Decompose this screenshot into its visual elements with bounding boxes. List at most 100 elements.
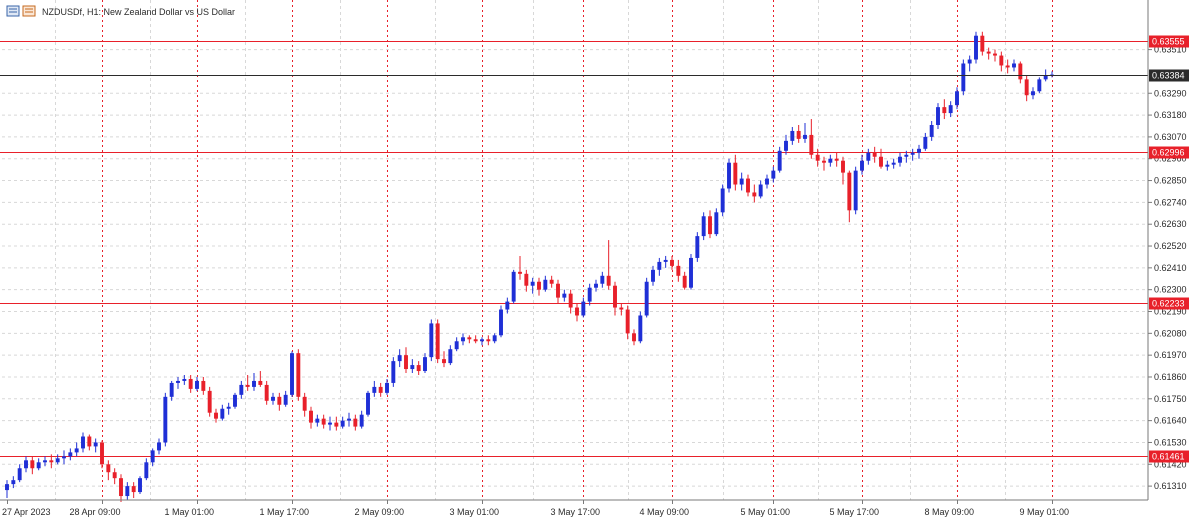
candle-body bbox=[93, 442, 98, 447]
level-label: 0.62233 bbox=[1152, 299, 1185, 309]
candle bbox=[81, 432, 85, 453]
price-tick-label: 0.61310 bbox=[1154, 481, 1187, 491]
chart-window-icon[interactable] bbox=[6, 5, 20, 17]
candle-body bbox=[929, 125, 934, 137]
candle-body bbox=[632, 333, 636, 342]
candle-body bbox=[575, 307, 579, 316]
candle bbox=[1012, 59, 1016, 72]
candle bbox=[670, 255, 674, 270]
time-tick-label: 1 May 17:00 bbox=[260, 507, 310, 517]
candle-body bbox=[24, 460, 28, 469]
candle-body bbox=[752, 192, 757, 197]
candle bbox=[163, 392, 168, 447]
candle-body bbox=[49, 460, 54, 463]
candle-body bbox=[176, 380, 180, 383]
candle-body bbox=[758, 184, 763, 197]
candle bbox=[809, 119, 814, 159]
candle bbox=[651, 265, 655, 286]
candle-body bbox=[524, 273, 529, 286]
level-label: 0.62996 bbox=[1152, 148, 1185, 158]
candle-body bbox=[207, 390, 212, 413]
candle bbox=[815, 148, 820, 167]
time-tick-label: 2 May 09:00 bbox=[355, 507, 405, 517]
candle-body bbox=[429, 323, 434, 358]
candle-body bbox=[169, 382, 174, 397]
candle-body bbox=[271, 396, 275, 401]
candle bbox=[150, 448, 155, 467]
candle-body bbox=[5, 484, 9, 491]
price-tick-label: 0.61530 bbox=[1154, 437, 1187, 447]
candle bbox=[480, 337, 484, 346]
candle-body bbox=[777, 150, 782, 171]
candle-body bbox=[974, 35, 978, 60]
price-tick-label: 0.61860 bbox=[1154, 372, 1187, 382]
candle bbox=[87, 434, 92, 451]
candle-body bbox=[670, 259, 674, 266]
time-tick-label: 8 May 09:00 bbox=[925, 507, 975, 517]
candle bbox=[695, 232, 700, 262]
candle bbox=[195, 376, 199, 391]
chart-list-icon[interactable] bbox=[22, 5, 36, 17]
candle bbox=[201, 376, 206, 395]
candle-body bbox=[771, 170, 776, 179]
candle-body bbox=[144, 462, 149, 479]
time-tick-label: 9 May 01:00 bbox=[1020, 507, 1070, 517]
candle bbox=[942, 99, 947, 120]
candle-body bbox=[910, 152, 915, 155]
candle bbox=[43, 456, 47, 467]
candle-body bbox=[492, 335, 497, 342]
candle bbox=[936, 103, 940, 129]
candle-body bbox=[765, 178, 769, 185]
candle-body bbox=[695, 236, 700, 258]
candle bbox=[860, 154, 864, 175]
candle bbox=[220, 404, 225, 421]
candle-body bbox=[473, 339, 478, 342]
price-tick-label: 0.61420 bbox=[1154, 459, 1187, 469]
candle-body bbox=[562, 293, 567, 298]
candle-body bbox=[277, 396, 282, 405]
price-tick-label: 0.61640 bbox=[1154, 416, 1187, 426]
candle-body bbox=[81, 436, 85, 449]
candle-body bbox=[549, 279, 554, 284]
candle-body bbox=[416, 365, 421, 372]
candle-body bbox=[600, 275, 605, 284]
candle bbox=[771, 166, 776, 183]
candle-body bbox=[442, 359, 446, 364]
candle bbox=[106, 460, 111, 481]
candle bbox=[372, 380, 377, 397]
candle-body bbox=[796, 130, 801, 139]
candle bbox=[663, 255, 668, 268]
candle bbox=[188, 375, 193, 393]
time-tick-label: 5 May 17:00 bbox=[830, 507, 880, 517]
candle bbox=[765, 174, 769, 189]
candle bbox=[119, 474, 123, 502]
candle bbox=[144, 458, 149, 481]
candle-body bbox=[746, 178, 750, 193]
price-tick-label: 0.63070 bbox=[1154, 132, 1187, 142]
candle bbox=[410, 359, 415, 374]
candle bbox=[36, 458, 41, 471]
candle bbox=[125, 482, 130, 500]
candle-body bbox=[898, 156, 902, 163]
candle-body bbox=[315, 418, 320, 423]
candle bbox=[378, 382, 383, 397]
candle-body bbox=[638, 315, 643, 342]
candle-body bbox=[226, 406, 231, 409]
candle bbox=[404, 347, 408, 374]
candle-body bbox=[866, 152, 871, 161]
horizontal-levels[interactable] bbox=[0, 41, 1148, 457]
candle bbox=[891, 158, 896, 169]
candle bbox=[182, 375, 187, 385]
candle bbox=[245, 375, 250, 391]
candle bbox=[214, 408, 218, 423]
candle-body bbox=[733, 162, 738, 185]
candle-body bbox=[283, 394, 288, 405]
candle bbox=[708, 210, 712, 239]
candle-body bbox=[904, 154, 909, 157]
candle bbox=[828, 154, 833, 167]
candle-body bbox=[942, 107, 947, 114]
level-label-box bbox=[1149, 450, 1189, 463]
candle bbox=[682, 271, 687, 290]
